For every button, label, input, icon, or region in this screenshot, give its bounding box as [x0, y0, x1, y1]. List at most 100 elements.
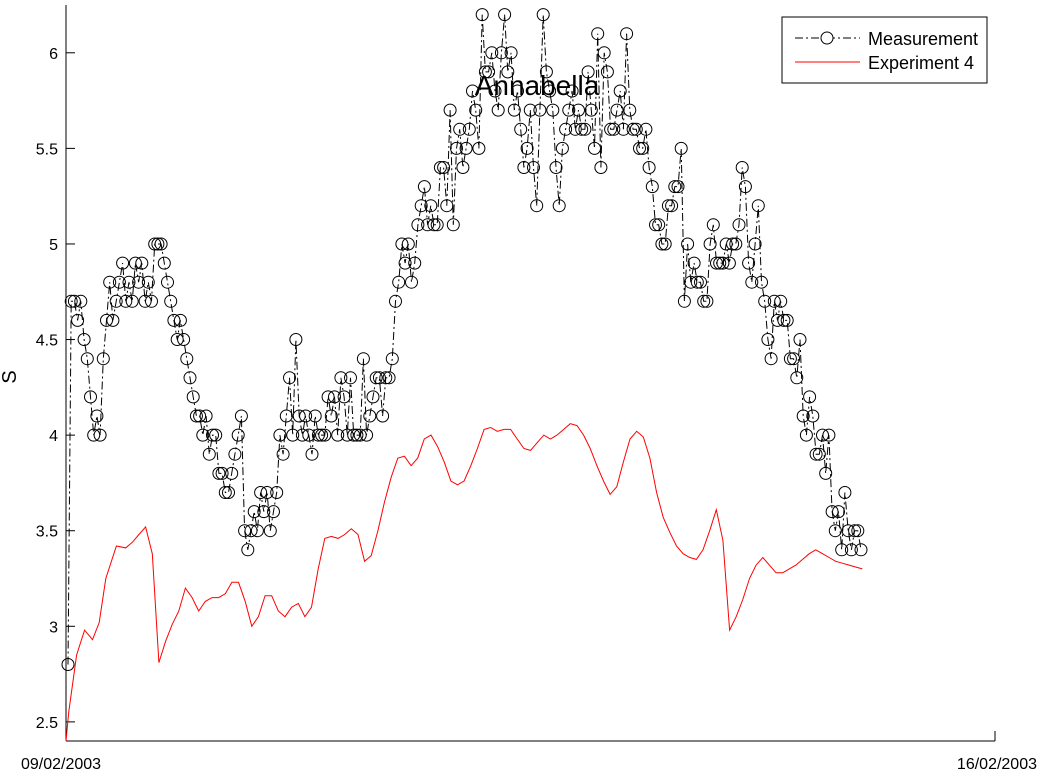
measurement-point [645, 180, 659, 194]
measurement-point [825, 505, 839, 519]
measurement-point [478, 65, 492, 79]
measurement-point [324, 409, 338, 423]
measurement-point [443, 103, 457, 117]
measurement-point [392, 275, 406, 289]
measurement-point [109, 294, 123, 308]
measurement-point [501, 65, 515, 79]
axes [65, 5, 996, 742]
measurement-point [340, 428, 354, 442]
measurement-point [539, 65, 553, 79]
measurement-point [141, 275, 155, 289]
measurement-point [225, 466, 239, 480]
measurement-point [234, 409, 248, 423]
measurement-point [193, 409, 207, 423]
measurement-point [559, 122, 573, 136]
measurement-point [414, 199, 428, 213]
measurement-point [507, 103, 521, 117]
measurement-point [241, 543, 255, 557]
measurement-point [816, 428, 829, 442]
measurement-point [157, 256, 171, 270]
measurement-point [681, 237, 695, 251]
measurement-point [777, 313, 791, 327]
measurement-point [295, 428, 309, 442]
measurement-point [119, 294, 133, 308]
measurement-point [206, 428, 219, 442]
measurement-point [732, 218, 746, 232]
measurement-point [626, 122, 640, 136]
measurement-point [748, 237, 762, 251]
y-tick-label: 4 [49, 428, 58, 445]
measurement-point [726, 237, 740, 251]
measurement-point [209, 428, 223, 442]
measurement-point [835, 543, 849, 557]
measurement-point [84, 390, 97, 404]
legend-measurement-marker [820, 31, 834, 45]
measurement-point [803, 390, 817, 404]
measurement-point [366, 390, 380, 404]
measurement-point [186, 390, 200, 404]
y-tick-label: 3.5 [36, 524, 58, 541]
measurement-point [100, 313, 113, 327]
measurement-point [812, 447, 826, 461]
measurement-point [684, 275, 698, 289]
measurement-point [456, 161, 470, 174]
measurement-point [446, 218, 460, 232]
measurement-point [228, 447, 242, 461]
measurement-point [177, 333, 191, 346]
measurement-point [270, 486, 284, 499]
measurement-point [96, 352, 110, 366]
measurement-point [758, 294, 772, 308]
measurement-point [533, 103, 547, 117]
measurement-point [719, 237, 733, 251]
measurement-point [308, 409, 322, 423]
measurement-point [668, 180, 682, 194]
measurement-point [164, 294, 178, 308]
measurement-point [299, 409, 313, 423]
measurement-point [793, 333, 807, 346]
measurement-point [738, 180, 752, 194]
measurement-point [151, 237, 165, 251]
measurement-point [398, 256, 412, 270]
measurement-point [103, 275, 117, 289]
measurement-point [459, 141, 473, 155]
measurement-point [636, 141, 650, 155]
measurement-point [790, 371, 804, 385]
measurement-point [369, 371, 383, 385]
measurement-point [851, 524, 865, 538]
measurement-point [485, 46, 499, 60]
measurement-point [247, 505, 261, 519]
measurement-point [530, 199, 544, 213]
measurement-point [568, 122, 582, 136]
measurement-point [337, 390, 351, 404]
measurement-point [549, 161, 563, 174]
measurement-point [796, 409, 810, 423]
measurement-point [112, 275, 126, 289]
measurement-point [311, 428, 325, 442]
measurement-point [395, 237, 409, 251]
measurement-point [832, 505, 845, 519]
measurement-point [671, 180, 685, 194]
measurement-point [376, 409, 390, 423]
measurement-point [787, 352, 801, 366]
measurement-point [594, 161, 608, 174]
measurement-point [771, 313, 784, 327]
measurement-point [74, 294, 88, 308]
measurement-point [491, 103, 505, 117]
measurement-point [694, 275, 707, 289]
y-tick-label: 6 [49, 46, 58, 63]
measurement-point [222, 486, 235, 499]
measurement-point [623, 103, 637, 117]
measurement-point [665, 199, 679, 213]
measurement-point [350, 428, 364, 442]
legend-box [781, 16, 988, 84]
y-ticks: 2.5 3 3.5 4 4.5 5 5.5 6 [36, 46, 75, 732]
measurement-point [472, 141, 486, 155]
measurement-point [167, 313, 181, 327]
measurement-point [658, 237, 672, 251]
measurement-point [838, 486, 852, 499]
measurement-point [575, 122, 589, 136]
measurement-point [600, 65, 614, 79]
measurement-point [729, 237, 743, 251]
legend-experiment-label: Experiment 4 [868, 53, 974, 73]
measurement-point [620, 27, 634, 41]
